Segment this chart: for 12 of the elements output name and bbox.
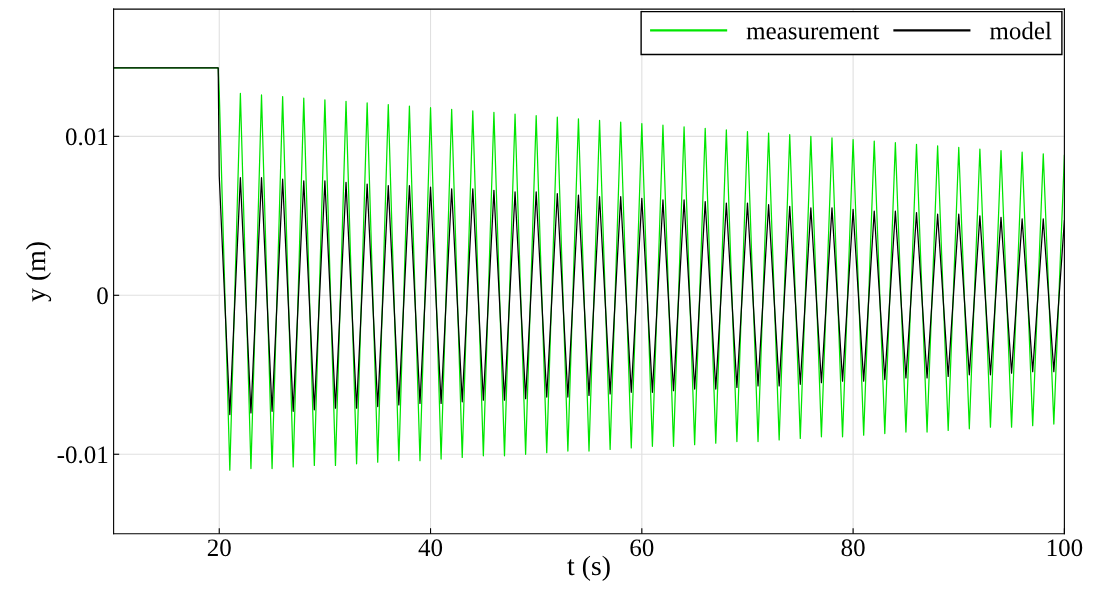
y-tick-label: 0 [97, 287, 108, 305]
legend-label: measurement [746, 25, 880, 40]
legend-label: model [989, 21, 1052, 40]
x-tick-label: 80 [841, 539, 865, 557]
x-tick-label: 40 [418, 539, 443, 557]
x-tick-label: 60 [630, 539, 654, 557]
y-tick-label: -0.01 [57, 446, 108, 464]
x-tick-label: 20 [207, 539, 231, 557]
y-axis-title: y (m) [25, 242, 52, 302]
y-tick-label: 0.01 [65, 128, 108, 146]
x-axis-title: t (s) [567, 555, 610, 581]
x-tick-label: 100 [1047, 539, 1083, 557]
